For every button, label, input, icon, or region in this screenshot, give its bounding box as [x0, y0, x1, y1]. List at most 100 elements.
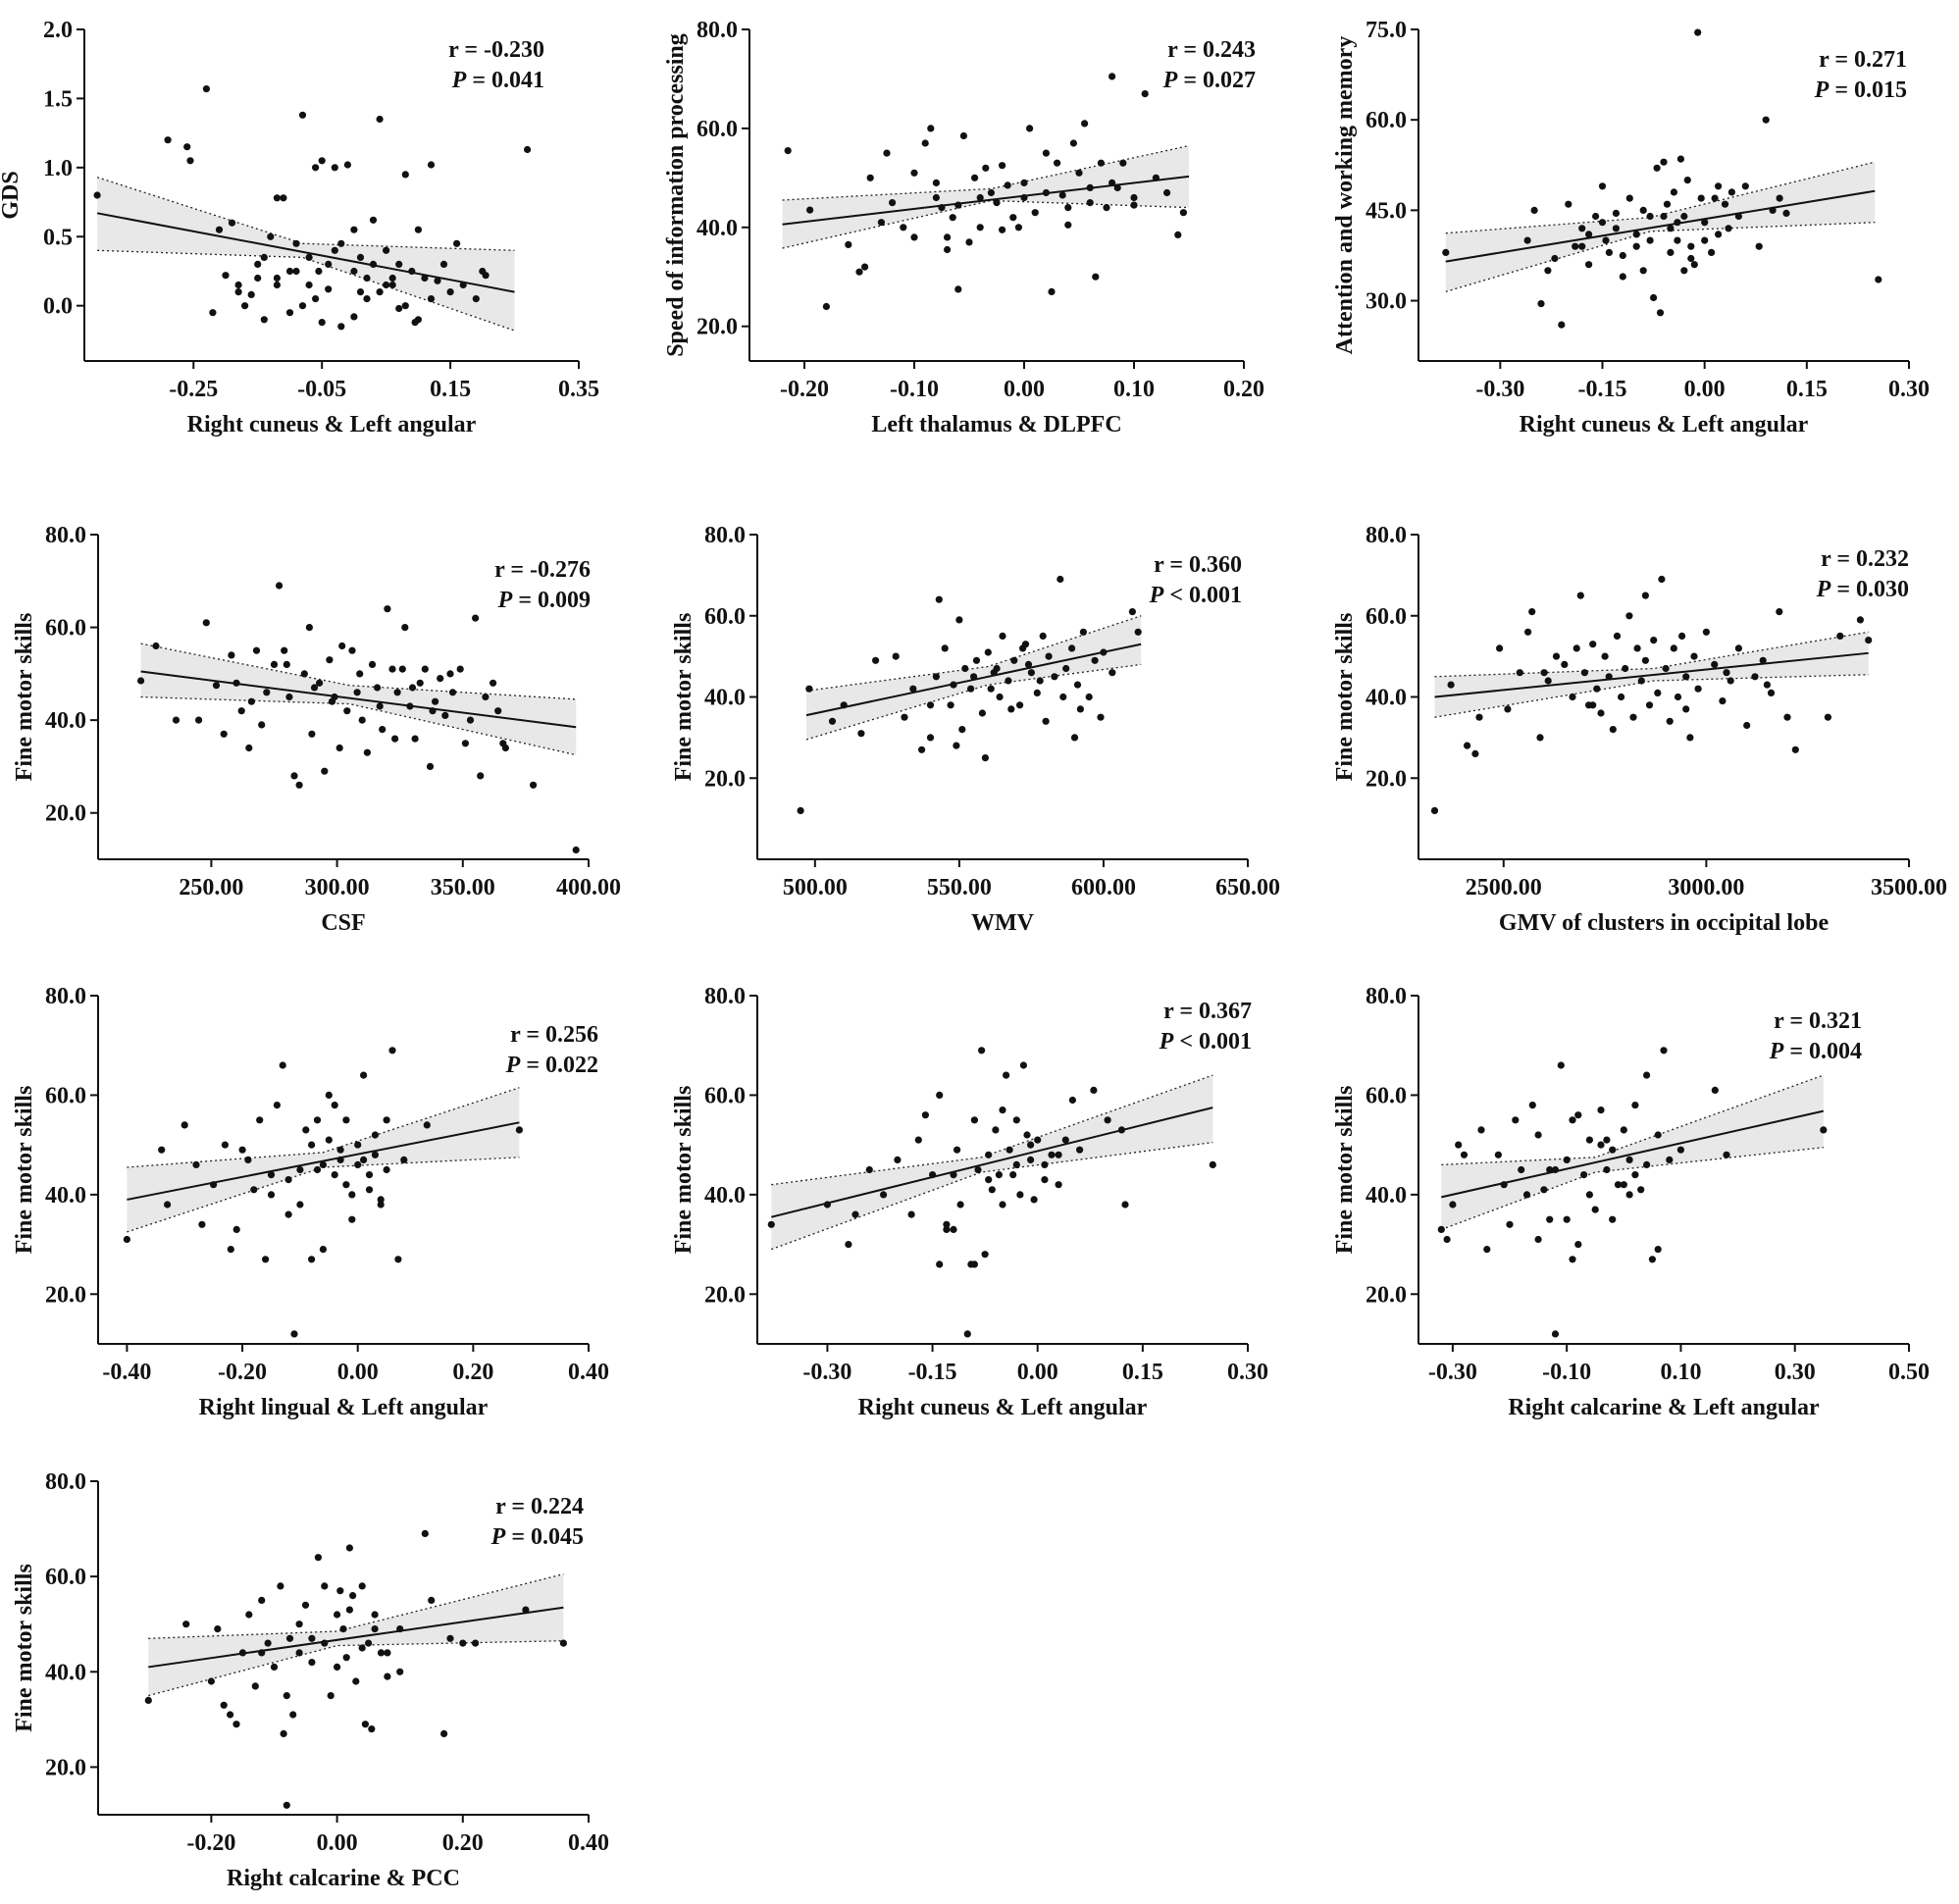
- data-point: [1632, 242, 1640, 250]
- data-point: [1530, 206, 1538, 214]
- data-point: [914, 1136, 922, 1144]
- x-tick-label: 250.00: [179, 875, 243, 901]
- data-point: [1016, 1191, 1024, 1199]
- data-point: [530, 781, 538, 789]
- data-point: [363, 295, 371, 303]
- data-point: [1670, 644, 1677, 652]
- data-point: [384, 1672, 391, 1680]
- data-point: [263, 689, 271, 696]
- stat-p-symbol: P: [1816, 577, 1831, 602]
- data-point: [1631, 1102, 1639, 1109]
- data-point: [273, 274, 281, 283]
- data-point: [1104, 1116, 1111, 1124]
- data-point: [427, 295, 436, 303]
- data-point: [1061, 1136, 1069, 1144]
- data-point: [1130, 193, 1138, 202]
- data-point: [1119, 159, 1127, 167]
- data-point: [1558, 321, 1566, 329]
- data-point: [1097, 713, 1105, 721]
- data-point: [1641, 592, 1649, 599]
- data-point: [459, 1639, 467, 1647]
- data-point: [312, 164, 320, 172]
- data-point: [342, 1116, 350, 1124]
- y-tick-label: 40.0: [45, 1660, 86, 1685]
- data-point: [1073, 681, 1082, 689]
- data-point: [321, 1639, 329, 1647]
- data-point: [1009, 214, 1017, 222]
- data-point: [1725, 225, 1732, 232]
- x-tick-label: -0.20: [780, 377, 829, 402]
- data-point: [314, 1554, 322, 1562]
- data-point: [1516, 669, 1523, 677]
- data-point: [222, 272, 230, 280]
- data-point: [984, 648, 992, 656]
- data-point: [290, 1330, 298, 1338]
- data-point: [180, 1121, 188, 1129]
- data-point: [371, 1151, 379, 1158]
- stat-p-symbol: P: [497, 588, 513, 613]
- data-point: [963, 1330, 971, 1338]
- data-point: [1663, 200, 1672, 208]
- data-point: [1637, 1186, 1645, 1194]
- data-point: [348, 1191, 356, 1199]
- data-point: [453, 239, 461, 247]
- data-point: [1141, 90, 1149, 98]
- data-point: [258, 1596, 266, 1604]
- data-point: [954, 285, 962, 293]
- data-point: [974, 1165, 982, 1174]
- data-point: [1751, 673, 1759, 681]
- data-point: [401, 624, 409, 632]
- data-point: [393, 689, 401, 696]
- data-point: [358, 716, 366, 724]
- y-tick-label: 60.0: [45, 616, 86, 642]
- data-point: [1585, 1191, 1593, 1199]
- data-point: [262, 1256, 270, 1263]
- data-point: [283, 660, 290, 669]
- ci-band: [97, 177, 515, 331]
- ci-lower-line: [1434, 674, 1869, 718]
- data-point: [1108, 669, 1116, 677]
- data-point: [1134, 628, 1142, 636]
- stat-r: r = 0.360: [1154, 552, 1242, 578]
- data-point: [376, 288, 384, 296]
- data-point: [1603, 1165, 1611, 1174]
- data-point: [245, 744, 253, 752]
- stat-p: P = 0.030: [1816, 577, 1909, 602]
- data-point: [207, 1677, 215, 1685]
- data-point: [1759, 656, 1767, 664]
- stat-r: r = 0.271: [1819, 47, 1907, 73]
- data-point: [1633, 644, 1641, 652]
- data-point: [993, 199, 1001, 207]
- data-point: [932, 179, 941, 186]
- data-point: [221, 1141, 229, 1149]
- ci-lower-line: [97, 249, 515, 332]
- y-tick-label: 60.0: [696, 117, 738, 142]
- y-tick-label: 45.0: [1366, 198, 1407, 224]
- ci-upper-line: [1434, 631, 1869, 678]
- regression-line: [1434, 651, 1869, 698]
- data-point: [137, 677, 145, 685]
- data-point: [1045, 652, 1053, 660]
- data-point: [1654, 689, 1662, 697]
- x-tick-label: 0.15: [1122, 1360, 1163, 1385]
- data-point: [1650, 637, 1658, 644]
- data-point: [1719, 697, 1727, 705]
- data-point: [295, 1649, 303, 1657]
- data-point: [308, 730, 316, 738]
- data-point: [976, 193, 984, 202]
- data-point: [384, 1649, 391, 1657]
- data-point: [797, 806, 804, 815]
- data-point: [1639, 206, 1647, 214]
- data-point: [354, 1141, 362, 1149]
- stat-p: P = 0.041: [451, 68, 544, 93]
- data-point: [220, 1701, 228, 1709]
- data-point: [1051, 673, 1058, 681]
- data-point: [325, 1091, 333, 1099]
- data-point: [308, 1141, 316, 1149]
- y-tick-label: 20.0: [696, 315, 738, 340]
- data-point: [1522, 1191, 1531, 1199]
- ci-upper-line: [771, 1074, 1213, 1186]
- y-tick-label: 80.0: [45, 523, 86, 548]
- data-point: [1020, 193, 1028, 202]
- data-point: [325, 260, 333, 268]
